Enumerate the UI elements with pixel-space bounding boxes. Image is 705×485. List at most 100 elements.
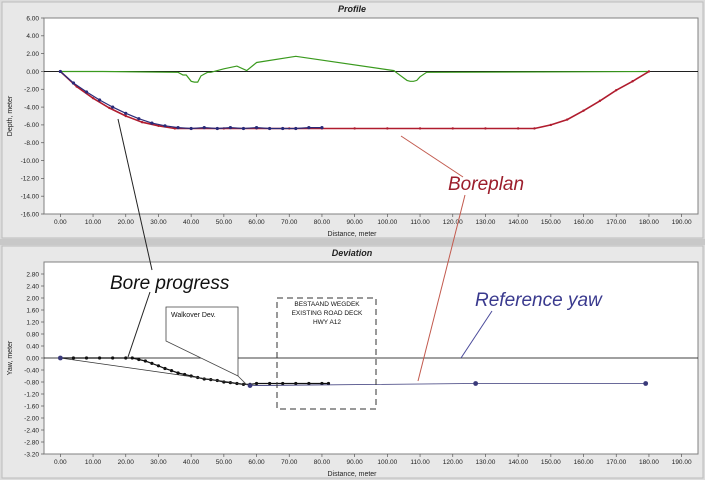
profile-point-bore_progress <box>124 111 128 115</box>
profile-x-tick-label: 110.00 <box>410 219 430 226</box>
profile-x-tick-label: 120.00 <box>443 219 463 226</box>
profile-x-tick-label: 90.00 <box>347 219 364 226</box>
profile-y-tick-label: -2.00 <box>24 87 39 94</box>
bore-progress-leader-upper <box>117 118 153 271</box>
profile-x-tick-label: 70.00 <box>281 219 298 226</box>
profile-point-boreplan <box>516 127 520 130</box>
reference-yaw-annotation: Reference yaw <box>475 290 603 311</box>
profile-chart-layer: 0.00 10.00 20.00 30.00 40.00 50.00 60.00 70.00 8… <box>21 15 698 226</box>
deviation-y-tick-label: -2.80 <box>24 439 39 446</box>
deviation-point-bore_progress <box>254 381 259 386</box>
deviation-x-tick-label: 30.00 <box>150 459 167 466</box>
profile-x-tick-label: 180.00 <box>639 219 659 226</box>
profile-point-boreplan <box>108 106 111 110</box>
profile-x-tick-label: 130.00 <box>476 219 496 226</box>
profile-x-tick-label: 100.00 <box>377 219 397 226</box>
deviation-point-bore_progress <box>320 381 324 386</box>
profile-y-tick-label: -4.00 <box>24 104 39 111</box>
profile-x-tick-label: 30.00 <box>150 219 167 226</box>
deviation-x-tick-label: 130.00 <box>476 459 496 466</box>
panel-splitter[interactable] <box>0 239 705 245</box>
deviation-point-bore_progress <box>150 361 154 365</box>
deviation-x-tick-label: 80.00 <box>314 459 331 466</box>
profile-y-tick-label: -16.00 <box>21 211 40 218</box>
profile-point-bore_progress <box>58 69 62 74</box>
profile-point-bore_progress <box>307 125 311 130</box>
road-deck-label-line3: HWY A12 <box>313 319 341 326</box>
deviation-y-tick-label: 0.80 <box>26 331 39 338</box>
walkover-callout-pointer <box>237 375 248 386</box>
profile-title: Profile <box>338 4 366 14</box>
deviation-y-tick-label: 1.60 <box>26 307 39 314</box>
profile-x-tick-label: 80.00 <box>314 219 331 226</box>
deviation-x-axis-label: Distance, meter <box>327 471 377 478</box>
profile-point-boreplan <box>484 127 487 130</box>
profile-x-tick-label: 0.00 <box>54 219 67 226</box>
deviation-point-bore_progress <box>137 357 141 362</box>
deviation-x-tick-label: 110.00 <box>410 459 430 466</box>
boreplan-annotation: Boreplan <box>448 174 524 195</box>
deviation-x-tick-label: 0.00 <box>54 459 67 466</box>
profile-point-bore_progress <box>111 105 115 109</box>
profile-point-boreplan <box>140 121 144 124</box>
profile-point-boreplan <box>173 127 176 130</box>
boreplan-leader-upper <box>400 135 464 178</box>
deviation-y-tick-label: -2.00 <box>24 415 39 422</box>
deviation-x-tick-label: 50.00 <box>216 459 233 466</box>
profile-x-tick-label: 190.00 <box>672 219 692 226</box>
road-deck-box <box>276 297 377 410</box>
deviation-point-bore_progress <box>143 359 147 363</box>
profile-point-bore_progress <box>150 121 154 125</box>
profile-x-tick-label: 50.00 <box>216 219 233 226</box>
profile-x-tick-label: 150.00 <box>541 219 561 226</box>
profile-point-bore_progress <box>254 125 259 130</box>
walkover-label: Walkover Dev. <box>171 312 216 319</box>
profile-plot-area <box>43 17 699 215</box>
deviation-x-tick-label: 40.00 <box>183 459 200 466</box>
profile-point-boreplan <box>582 109 585 112</box>
profile-point-bore_progress <box>320 125 324 130</box>
profile-point-bore_progress <box>163 124 167 128</box>
profile-point-bore_progress <box>241 126 246 131</box>
profile-point-boreplan <box>598 99 602 103</box>
deviation-x-tick-label: 150.00 <box>541 459 561 466</box>
deviation-point-bore_progress <box>84 356 89 360</box>
profile-x-tick-label: 10.00 <box>85 219 102 226</box>
profile-y-tick-label: -10.00 <box>21 158 40 165</box>
profile-point-bore_progress <box>202 125 206 130</box>
deviation-x-tick-label: 180.00 <box>639 459 659 466</box>
profile-point-boreplan <box>91 96 95 100</box>
profile-point-bore_progress <box>215 126 219 131</box>
profile-y-tick-label: -8.00 <box>24 140 39 147</box>
profile-point-bore_progress <box>176 125 180 130</box>
deviation-x-tick-label: 70.00 <box>281 459 298 466</box>
profile-y-tick-label: 0.00 <box>26 69 39 76</box>
profile-point-boreplan <box>124 114 127 118</box>
deviation-x-tick-label: 140.00 <box>508 459 528 466</box>
profile-point-boreplan <box>451 127 454 130</box>
profile-point-bore_progress <box>84 90 89 94</box>
profile-point-boreplan <box>615 88 618 92</box>
deviation-point-bore_progress <box>163 366 167 371</box>
deviation-point-bore_progress <box>111 356 115 360</box>
profile-point-bore_progress <box>97 98 102 102</box>
profile-x-tick-label: 170.00 <box>606 219 626 226</box>
profile-point-boreplan <box>533 127 536 130</box>
profile-point-bore_progress <box>294 126 298 131</box>
profile-y-tick-label: 2.00 <box>26 51 39 58</box>
deviation-y-tick-label: -2.40 <box>24 427 39 434</box>
profile-point-boreplan <box>386 127 389 130</box>
profile-y-tick-label: 4.00 <box>26 33 39 40</box>
reference-yaw-leader <box>460 310 493 359</box>
deviation-point-surveyed_points <box>57 355 63 361</box>
profile-point-bore_progress <box>268 126 272 131</box>
deviation-y-tick-label: 2.80 <box>26 271 39 278</box>
profile-y-axis-label: Depth, meter <box>7 95 14 136</box>
profile-point-boreplan <box>157 124 160 128</box>
deviation-point-bore_progress <box>130 356 134 360</box>
profile-x-tick-label: 140.00 <box>508 219 528 226</box>
deviation-point-bore_progress <box>124 356 128 360</box>
profile-y-tick-label: -6.00 <box>24 122 39 129</box>
